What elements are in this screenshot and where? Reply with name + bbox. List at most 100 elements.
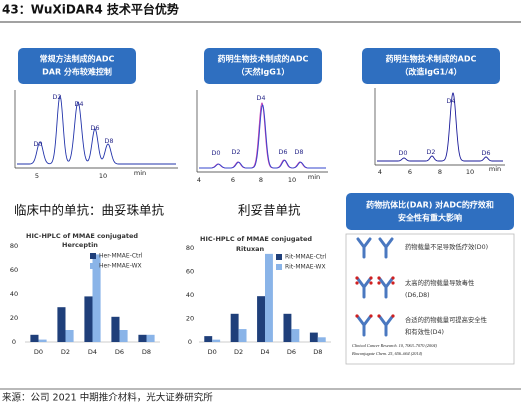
dar-header [346, 193, 514, 230]
dar-header-text: 药物抗体比(DAR) 对ADC的疗效和 [366, 200, 494, 210]
panel-header-text: 常规方法制成的ADC [40, 54, 115, 64]
x-tick-label: D8 [313, 348, 322, 356]
peak-label: D0 [33, 140, 42, 148]
bar [138, 334, 147, 342]
reference: Clinical Cancer Research. 10, 7063–7070 … [352, 343, 437, 349]
bar [257, 296, 265, 342]
panel-header [362, 48, 500, 84]
chrom-trace [17, 95, 176, 165]
dar-header-text: 安全性有重大影响 [398, 213, 462, 223]
bar [84, 296, 93, 342]
payload-dot [355, 314, 359, 318]
peak-label: D6 [90, 124, 99, 132]
payload-dot [391, 281, 395, 285]
peak-label: D8 [104, 137, 113, 145]
bar [57, 307, 66, 342]
chrom-tick-label: 4 [197, 176, 201, 184]
dar-item-text: 药物载量不足导致低疗效(D0) [405, 242, 488, 251]
peak-label: D4 [446, 97, 455, 105]
chrom-tick-label: 5 [35, 172, 39, 180]
dar-item-text: 太高的药物载量导致毒性 [405, 278, 474, 287]
x-tick-label: D8 [142, 348, 151, 356]
bar [92, 254, 101, 342]
payload-dot [369, 276, 373, 280]
x-tick-label: D2 [234, 348, 243, 356]
bar [146, 334, 155, 342]
chrom-tick-label: 4 [378, 168, 382, 176]
x-tick-label: D6 [287, 348, 296, 356]
legend-label: Her-MMAE-WX [99, 263, 142, 270]
chrom-tick-label: 10 [288, 176, 296, 184]
legend-label: Rit-MMAE-Ctrl [285, 254, 327, 261]
chrom-tick-label: 8 [259, 176, 263, 184]
source-note: 来源：公司 2021 中期推介材料，光大证券研究所 [2, 392, 213, 404]
y-tick-label: 60 [186, 268, 194, 276]
peak-label: D4 [74, 100, 83, 108]
chrom-trace [377, 92, 503, 162]
y-tick-label: 80 [186, 244, 194, 252]
bar [111, 316, 120, 342]
chart-title: HIC-HPLC of MMAE conjugated [26, 232, 138, 240]
peak-label: D0 [211, 149, 220, 157]
y-tick-label: 80 [10, 242, 18, 250]
reference: Bioconjugate Chem. 25, 656–664 (2014) [352, 351, 423, 357]
panel-header-text: （改造IgG1/4） [400, 67, 461, 77]
y-tick-label: 0 [188, 338, 192, 346]
bar [265, 253, 273, 342]
y-tick-label: 60 [10, 266, 18, 274]
antibody-icon [356, 237, 372, 259]
chrom-tick-label: 8 [438, 168, 442, 176]
bar [317, 337, 326, 342]
y-tick-label: 0 [12, 338, 16, 346]
payload-dot [391, 314, 395, 318]
chart-title: HIC-HPLC of MMAE conjugated [200, 235, 312, 243]
panel-header-text: （天然IgG1） [237, 67, 290, 77]
legend-swatch [276, 254, 282, 260]
peak-label: D0 [398, 149, 407, 157]
bar [65, 330, 74, 342]
payload-dot [355, 276, 359, 280]
dar-frame [345, 233, 515, 365]
chrom-tick-label: 10 [466, 168, 474, 176]
chrom-tick-label: min [489, 165, 501, 173]
bar [119, 330, 128, 342]
payload-dot [355, 281, 359, 285]
payload-dot [377, 314, 381, 318]
antibody-icon [356, 277, 372, 299]
peak-label: D2 [231, 148, 240, 156]
bar [38, 339, 47, 342]
figure-title: 43：WuXiDAR4 技术平台优势 [2, 2, 179, 17]
chrom-tick-label: 10 [99, 172, 107, 180]
legend-label: Her-MMAE-Ctrl [99, 253, 143, 260]
subheading: 临床中的单抗：曲妥珠单抗 [14, 203, 165, 218]
legend-swatch [276, 264, 282, 270]
bar [212, 339, 221, 342]
payload-dot [369, 281, 373, 285]
legend-swatch [90, 263, 96, 269]
legend-swatch [90, 253, 96, 259]
bar [204, 336, 213, 342]
peak-label: D8 [294, 148, 303, 156]
x-tick-label: D2 [61, 348, 70, 356]
chrom-tick-label: min [308, 173, 320, 181]
chart-subtitle: Rituxan [236, 245, 265, 253]
dar-item-text: (D6,D8) [405, 292, 430, 299]
antibody-icon [378, 315, 394, 337]
peak-label: D4 [256, 94, 265, 102]
legend-label: Rit-MMAE-WX [285, 264, 326, 271]
peak-label: D6 [481, 149, 490, 157]
payload-dot [377, 281, 381, 285]
chrom-trace [199, 104, 326, 169]
y-tick-label: 40 [186, 291, 194, 299]
bar [291, 329, 300, 342]
panel-header-text: 药明生物技术制成的ADC [386, 54, 477, 64]
panel-header [18, 48, 136, 84]
dar-item-text: 和有效性(D4) [405, 327, 444, 336]
chrom-tick-label: 6 [408, 168, 412, 176]
bar [283, 313, 292, 342]
bar [238, 329, 247, 342]
y-tick-label: 40 [10, 290, 18, 298]
payload-dot [391, 276, 395, 280]
panel-header [204, 48, 322, 84]
